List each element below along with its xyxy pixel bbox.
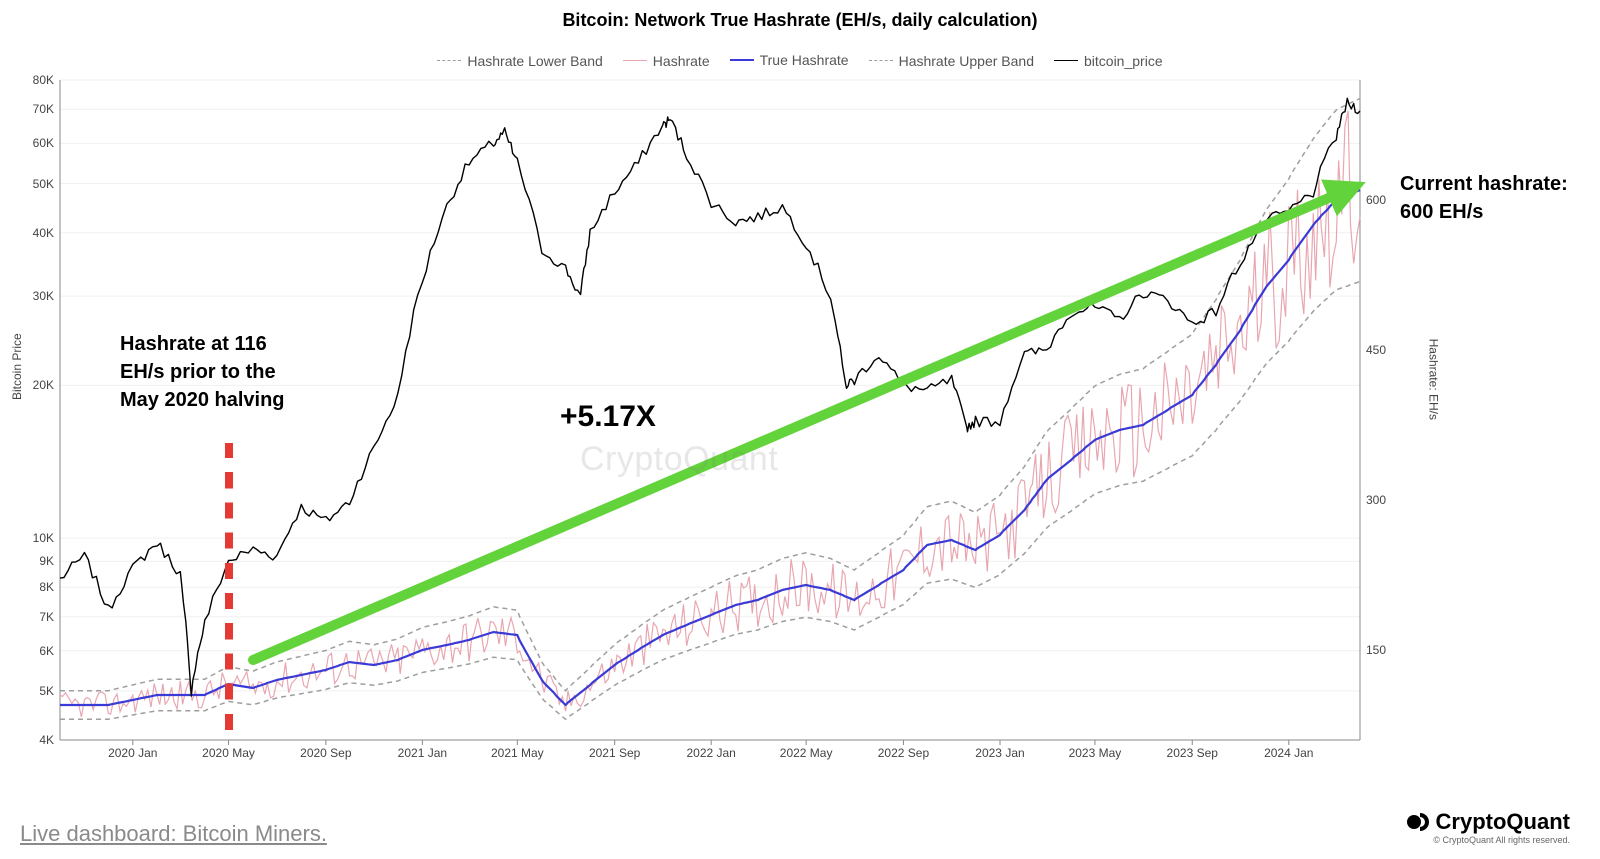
right-axis-label: Hashrate: EH/s	[1426, 339, 1440, 420]
halving-marker	[225, 443, 233, 740]
right-tick: 300	[1366, 493, 1386, 507]
left-tick: 5K	[39, 684, 54, 698]
left-tick: 6K	[39, 644, 54, 658]
legend-item: Hashrate	[623, 53, 710, 69]
x-tick: 2021 May	[491, 746, 544, 760]
x-tick: 2022 May	[780, 746, 833, 760]
brand-name: CryptoQuant	[1436, 809, 1570, 835]
left-tick: 4K	[39, 733, 54, 747]
right-tick: 450	[1366, 343, 1386, 357]
right-tick: 600	[1366, 193, 1386, 207]
right-tick: 150	[1366, 643, 1386, 657]
legend-item: True Hashrate	[730, 52, 849, 68]
annotation-current-hashrate: Current hashrate: 600 EH/s	[1400, 170, 1568, 226]
left-tick: 80K	[33, 73, 54, 87]
dashboard-link[interactable]: Live dashboard: Bitcoin Miners.	[20, 821, 327, 847]
left-tick: 50K	[33, 177, 54, 191]
left-tick: 30K	[33, 289, 54, 303]
x-tick: 2023 Sep	[1167, 746, 1218, 760]
chart-legend: Hashrate Lower Band Hashrate True Hashrate…	[0, 48, 1600, 69]
annotation-hashrate-116: Hashrate at 116 EH/s prior to the May 20…	[120, 330, 285, 414]
x-tick: 2020 May	[202, 746, 255, 760]
watermark: CryptoQuant	[580, 440, 778, 479]
brand-icon	[1406, 812, 1430, 832]
x-tick: 2022 Sep	[878, 746, 929, 760]
x-tick: 2023 May	[1069, 746, 1122, 760]
left-tick: 8K	[39, 580, 54, 594]
left-tick: 20K	[33, 378, 54, 392]
x-tick: 2021 Jan	[398, 746, 447, 760]
left-tick: 60K	[33, 136, 54, 150]
left-tick: 40K	[33, 226, 54, 240]
x-tick: 2021 Sep	[589, 746, 640, 760]
brand-block: CryptoQuant © CryptoQuant All rights res…	[1406, 809, 1570, 845]
chart-title: Bitcoin: Network True Hashrate (EH/s, da…	[0, 10, 1600, 31]
legend-item: Hashrate Upper Band	[869, 53, 1034, 69]
left-tick: 10K	[33, 531, 54, 545]
copyright: © CryptoQuant All rights reserved.	[1406, 835, 1570, 845]
legend-item: Hashrate Lower Band	[437, 53, 602, 69]
left-tick: 7K	[39, 610, 54, 624]
x-tick: 2024 Jan	[1264, 746, 1313, 760]
x-tick: 2020 Jan	[108, 746, 157, 760]
annotation-multiplier: +5.17X	[560, 400, 656, 434]
left-tick: 70K	[33, 102, 54, 116]
x-tick: 2022 Jan	[686, 746, 735, 760]
x-tick: 2023 Jan	[975, 746, 1024, 760]
legend-item: bitcoin_price	[1054, 53, 1163, 69]
x-tick: 2020 Sep	[300, 746, 351, 760]
left-axis-label: Bitcoin Price	[10, 333, 24, 400]
left-tick: 9K	[39, 554, 54, 568]
